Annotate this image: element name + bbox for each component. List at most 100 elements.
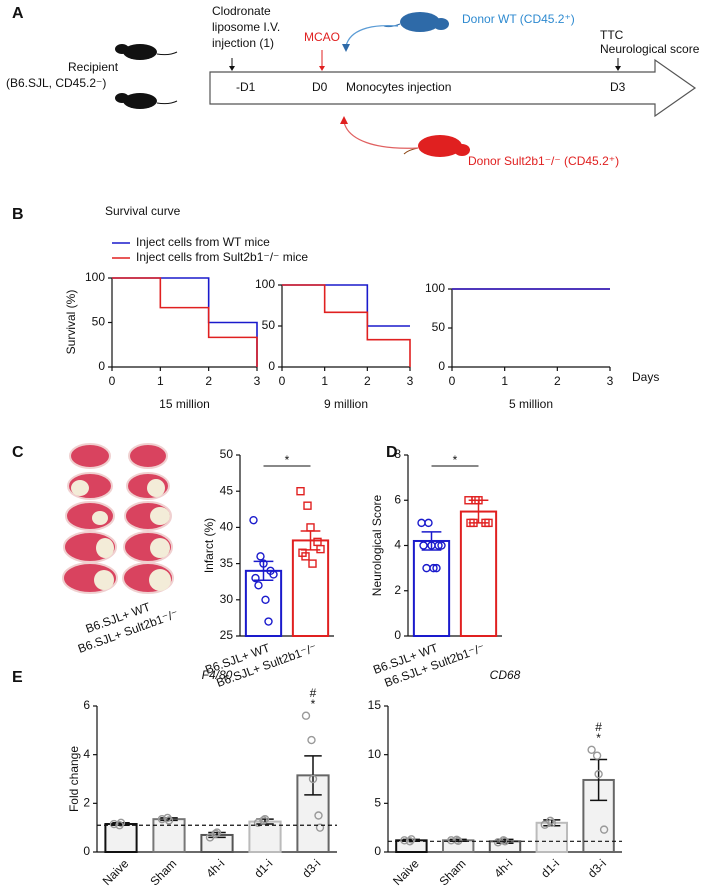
y-tick-label: 100 bbox=[425, 281, 445, 295]
timepoint: Monocytes injection bbox=[346, 80, 451, 94]
y-tick-label: 30 bbox=[220, 592, 234, 606]
transfer-arrow bbox=[343, 121, 419, 149]
data-point bbox=[405, 837, 415, 846]
bar bbox=[412, 539, 451, 637]
x-tick-label: 4h-i bbox=[203, 856, 227, 880]
x-tick-label: 1 bbox=[157, 374, 164, 388]
x-tick-label: Naive bbox=[100, 856, 132, 888]
data-point bbox=[301, 711, 311, 720]
x-tick-label: d1-i bbox=[538, 856, 562, 880]
arrow-head bbox=[342, 44, 350, 52]
recipient-label: (B6.SJL, CD45.2⁻) bbox=[6, 76, 106, 90]
data-point bbox=[316, 544, 325, 554]
x-axis-label: Days bbox=[632, 370, 659, 384]
data-point bbox=[269, 570, 278, 579]
chart-subtitle: 15 million bbox=[159, 397, 210, 411]
legend-label: Inject cells from WT mice bbox=[136, 235, 270, 249]
x-tick-label: 0 bbox=[279, 374, 286, 388]
data-point bbox=[303, 501, 312, 510]
chart-subtitle: 9 million bbox=[324, 397, 368, 411]
mcao-label: MCAO bbox=[304, 30, 340, 44]
timeline-arrow bbox=[209, 58, 697, 118]
y-tick-label: 4 bbox=[394, 538, 401, 552]
y-tick-label: 0 bbox=[98, 359, 105, 373]
data-point bbox=[474, 496, 483, 505]
data-point bbox=[484, 518, 493, 528]
arrow-head bbox=[615, 66, 621, 71]
brain-slices bbox=[62, 443, 174, 594]
data-point bbox=[307, 735, 316, 745]
data-point bbox=[429, 563, 438, 573]
data-point bbox=[249, 515, 258, 525]
y-tick-label: 100 bbox=[85, 270, 105, 284]
significance-mark: * bbox=[311, 697, 316, 711]
y-tick-label: 50 bbox=[262, 318, 276, 332]
y-tick-label: 2 bbox=[83, 796, 90, 810]
donor-label: Donor WT (CD45.2⁺) bbox=[462, 12, 575, 26]
y-tick-label: 2 bbox=[394, 583, 401, 597]
step-label: injection (1) bbox=[212, 36, 274, 50]
error-bar bbox=[253, 560, 274, 582]
y-tick-label: 0 bbox=[374, 844, 381, 858]
endpoint-label: TTC bbox=[600, 28, 624, 42]
donor-ko-mouse bbox=[403, 135, 470, 157]
data-point bbox=[469, 518, 478, 528]
y-tick-label: 50 bbox=[432, 320, 446, 334]
y-tick-label: 100 bbox=[255, 277, 275, 291]
data-point bbox=[315, 823, 325, 832]
y-tick-label: 4 bbox=[83, 747, 90, 761]
timepoint: D0 bbox=[312, 80, 328, 94]
panel-label: E bbox=[12, 669, 23, 686]
y-tick-label: 6 bbox=[83, 698, 90, 712]
data-point bbox=[116, 818, 126, 827]
data-point bbox=[417, 518, 426, 528]
data-point bbox=[251, 573, 260, 583]
panel-label: D bbox=[386, 444, 398, 461]
y-tick-label: 45 bbox=[220, 483, 234, 497]
legend-label: Inject cells from Sult2b1⁻/⁻ mice bbox=[136, 250, 308, 264]
data-point bbox=[259, 816, 268, 825]
survival-line bbox=[112, 277, 258, 367]
recipient-mice bbox=[115, 44, 178, 109]
step-label: Clodronate bbox=[212, 4, 271, 18]
x-tick-label: Sham bbox=[147, 856, 179, 888]
y-tick-label: 50 bbox=[220, 447, 234, 461]
data-point bbox=[434, 541, 443, 550]
chart-title: F4/80 bbox=[202, 668, 233, 682]
data-point bbox=[264, 617, 273, 626]
chart-title: CD68 bbox=[490, 668, 521, 682]
data-point bbox=[301, 552, 310, 561]
data-point bbox=[296, 487, 305, 496]
data-point bbox=[254, 581, 263, 590]
significance-mark: * bbox=[453, 453, 458, 467]
y-axis-label: Neurological Score bbox=[370, 494, 384, 596]
data-point bbox=[260, 814, 270, 824]
data-point bbox=[547, 818, 556, 827]
y-tick-label: 0 bbox=[438, 359, 445, 373]
x-tick-label: d1-i bbox=[251, 856, 275, 880]
data-point bbox=[259, 559, 268, 568]
significance-mark: # bbox=[595, 720, 602, 734]
survival-line bbox=[112, 277, 258, 367]
arrow-head bbox=[340, 116, 348, 124]
y-tick-label: 50 bbox=[92, 315, 106, 329]
bar bbox=[152, 818, 186, 854]
data-point bbox=[424, 518, 433, 528]
x-tick-label: 1 bbox=[321, 374, 328, 388]
y-tick-label: 8 bbox=[394, 447, 401, 461]
significance-mark: # bbox=[310, 686, 317, 700]
data-point bbox=[407, 835, 416, 844]
y-tick-label: 6 bbox=[394, 492, 401, 506]
x-tick-label: d3-i bbox=[585, 856, 609, 880]
significance-mark: * bbox=[285, 453, 290, 467]
arrow-head bbox=[319, 66, 325, 71]
data-point bbox=[212, 828, 222, 837]
data-point bbox=[308, 559, 317, 568]
y-axis-label: Survival (%) bbox=[64, 290, 78, 355]
x-tick-label: 2 bbox=[554, 374, 561, 388]
chart-subtitle: 5 million bbox=[509, 397, 553, 411]
data-point bbox=[437, 541, 446, 550]
data-point bbox=[546, 816, 555, 826]
x-tick-label: Sham bbox=[436, 856, 468, 888]
